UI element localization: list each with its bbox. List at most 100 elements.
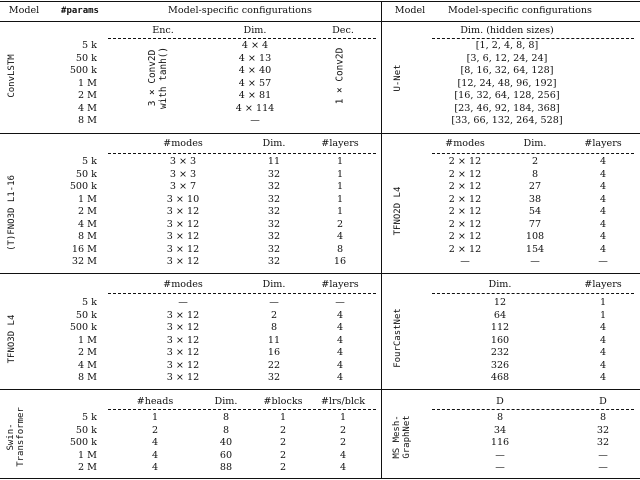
table-cell: 2 × 12	[448, 218, 482, 230]
param-count: 2 M	[78, 462, 97, 473]
param-count: 50 k	[75, 52, 97, 64]
param-count: 32 M	[71, 256, 97, 267]
col-header-other: D	[599, 396, 607, 407]
top-rule	[0, 1, 640, 2]
param-count: 5 k	[82, 297, 97, 308]
col-header: Dim.	[262, 138, 286, 149]
table-cell: 8	[222, 412, 230, 423]
table-cell: 1	[599, 297, 607, 308]
table-cell: 8	[270, 322, 278, 333]
table-cell: [1, 2, 4, 8, 8]	[475, 40, 539, 51]
table-cell: 2	[336, 218, 344, 230]
table-cell: 64	[493, 309, 507, 321]
param-count: 1 M	[78, 193, 97, 205]
model-label-tfno3d-l4: TFNO3D L4	[7, 314, 17, 364]
table-cell: 1	[336, 181, 344, 192]
param-count: 500 k	[69, 437, 97, 448]
table-cell: [23, 46, 92, 184, 368]	[454, 102, 560, 114]
col-header: Dim.	[243, 25, 267, 36]
table-cell: 4	[599, 231, 607, 242]
table-cell: 1	[339, 412, 347, 423]
header-rule	[0, 21, 640, 22]
col-header: #layers	[584, 138, 622, 149]
table-cell: —	[178, 297, 188, 308]
table-cell: 32	[596, 424, 610, 436]
section-rule	[381, 273, 640, 274]
table-cell: 8	[531, 168, 539, 180]
param-count: 4 M	[78, 102, 97, 114]
dashed-rule	[108, 38, 376, 39]
col-header: #layers	[321, 279, 359, 290]
table-cell: 1	[336, 193, 344, 205]
table-cell: 1	[599, 309, 607, 321]
dashed-rule	[108, 153, 376, 154]
table-cell: 4	[599, 181, 607, 192]
param-count: 4 M	[78, 218, 97, 230]
table-cell: 154	[525, 243, 545, 255]
header-model: Model	[8, 5, 40, 16]
table-cell: [33, 66, 132, 264, 528]	[451, 115, 563, 126]
param-count: 50 k	[75, 168, 97, 180]
param-count: 500 k	[69, 322, 97, 333]
table-cell: 3 × 12	[166, 231, 200, 242]
table-cell: 32	[267, 372, 281, 383]
section-rule	[0, 389, 381, 390]
param-count: 1 M	[78, 449, 97, 461]
table-cell: 88	[219, 462, 233, 473]
table-cell: 3 × 10	[166, 193, 200, 205]
table-cell: 2 × 12	[448, 206, 482, 217]
table-cell: —	[269, 297, 279, 308]
table-cell: 32	[267, 181, 281, 192]
table-cell: 4	[336, 334, 344, 346]
table-cell: 2	[279, 462, 287, 473]
table-cell: 3 × 3	[169, 156, 197, 167]
table-cell: [3, 6, 12, 24, 24]	[466, 52, 548, 64]
table-cell: 4	[339, 449, 347, 461]
table-cell: 4	[599, 243, 607, 255]
col-header: Dim. (hidden sizes)	[460, 25, 554, 36]
dec-label: 1 × Conv2D	[334, 47, 346, 105]
table-cell: 1	[151, 412, 159, 423]
param-count: 1 M	[78, 77, 97, 89]
table-cell: 2 × 12	[448, 243, 482, 255]
table-cell: 4	[336, 309, 344, 321]
bottom-rule	[0, 478, 640, 479]
dim-cell: 4 × 81	[238, 90, 272, 101]
table-cell: 32	[267, 256, 281, 267]
table-cell: 4	[599, 334, 607, 346]
model-label-swin: Swin- Transformer	[6, 407, 26, 467]
enc-label: 3 × Conv2D with tanh()	[147, 46, 169, 110]
table-cell: 4	[336, 359, 344, 371]
table-cell: 4	[599, 218, 607, 230]
col-header: Dim.	[214, 396, 238, 407]
param-count: 8 M	[78, 115, 97, 126]
table-cell: 2	[279, 449, 287, 461]
dim-cell: 4 × 13	[238, 52, 272, 64]
table-cell: 3 × 12	[166, 206, 200, 217]
table-cell: 2	[270, 309, 278, 321]
column-divider	[381, 1, 382, 479]
table-cell: 27	[528, 181, 542, 192]
table-cell: 77	[528, 218, 542, 230]
table-cell: 3 × 12	[166, 334, 200, 346]
col-header: #modes	[163, 279, 203, 290]
dashed-rule	[432, 409, 634, 410]
table-cell: 32	[267, 206, 281, 217]
param-count: 16 M	[71, 243, 97, 255]
table-cell: —	[495, 449, 505, 461]
param-count: 2 M	[78, 206, 97, 217]
table-cell: 32	[267, 243, 281, 255]
table-cell: 3 × 3	[169, 168, 197, 180]
table-cell: 2	[339, 424, 347, 436]
table-cell: 3 × 7	[169, 181, 197, 192]
table-cell: [16, 32, 64, 128, 256]	[454, 90, 560, 101]
table-cell: 8	[496, 412, 504, 423]
table-cell: 3 × 12	[166, 218, 200, 230]
table-cell: 4	[599, 193, 607, 205]
table-cell: 1	[336, 156, 344, 167]
table-cell: 4	[599, 168, 607, 180]
table-cell: 2 × 12	[448, 231, 482, 242]
table-cell: 3 × 12	[166, 322, 200, 333]
model-label-fourcastnet: FourCastNet	[393, 308, 403, 368]
